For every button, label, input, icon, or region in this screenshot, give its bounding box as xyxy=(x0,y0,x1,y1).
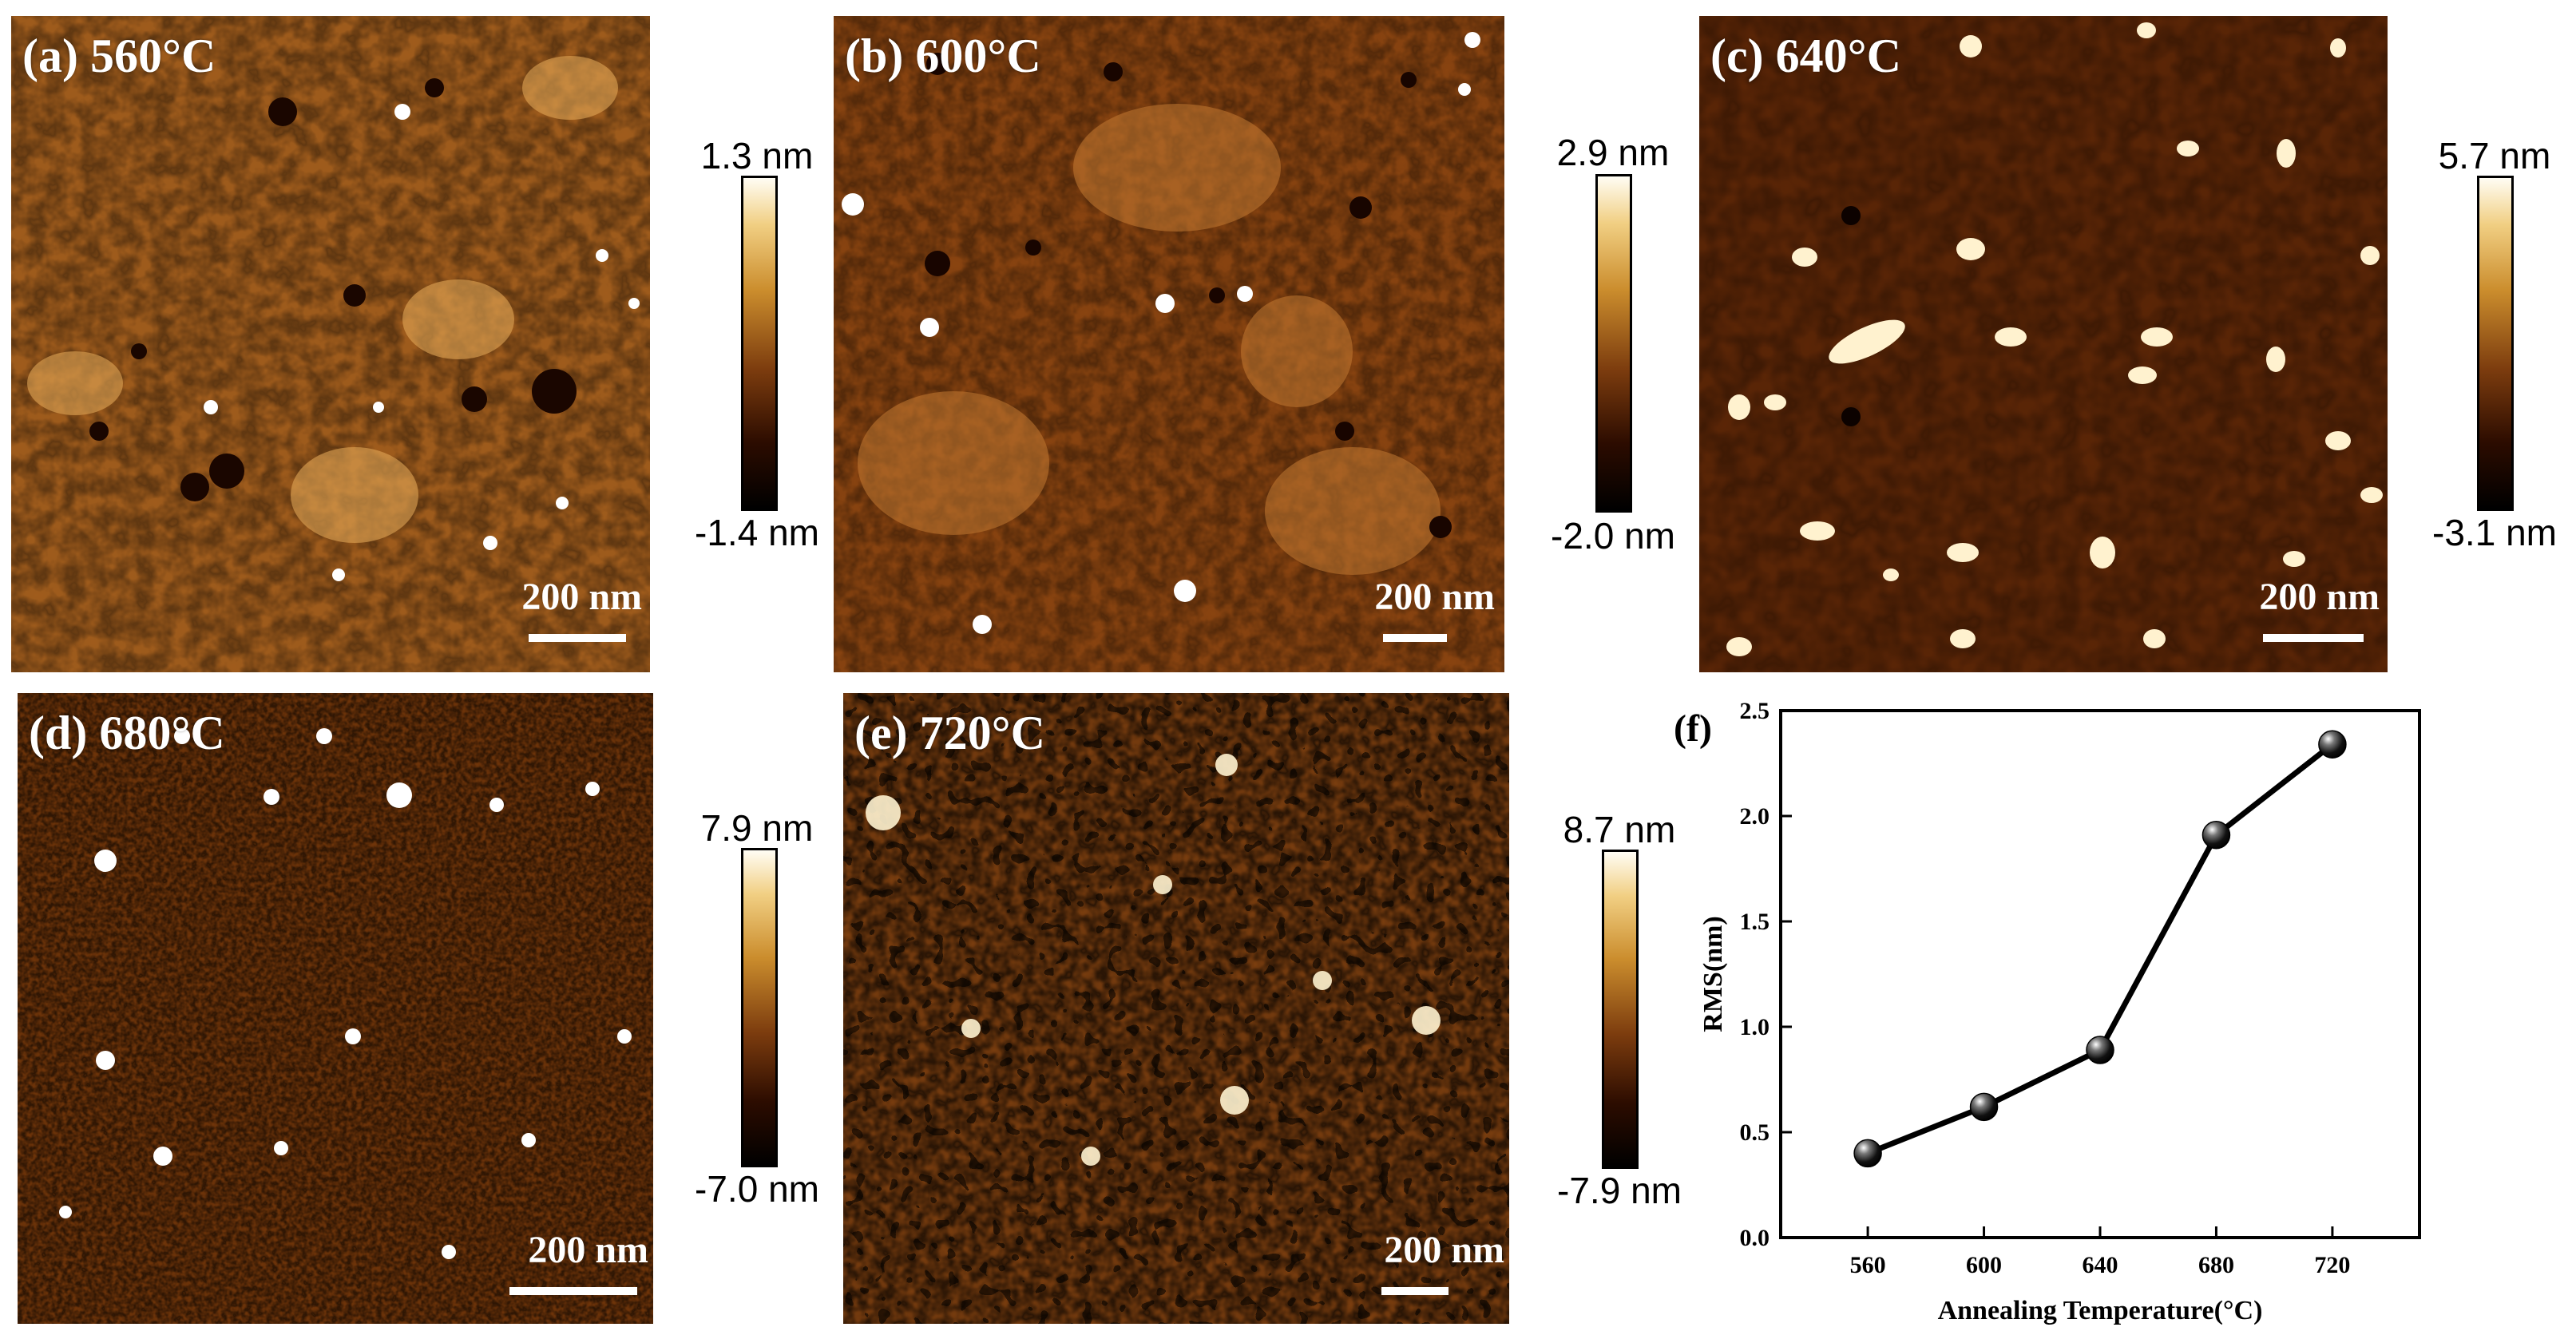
scalebar-e: 200 nm xyxy=(1319,1228,1504,1316)
scalebar-d: 200 nm xyxy=(465,1228,648,1316)
series-points xyxy=(1853,730,2347,1168)
y-tick-label: 2.5 xyxy=(1740,698,1770,724)
x-tick-label: 640 xyxy=(2083,1252,2118,1278)
scalebar-label-c: 200 nm xyxy=(2259,576,2380,618)
y-tick-label: 2.0 xyxy=(1740,803,1770,830)
afm-image-e xyxy=(843,693,1509,1324)
x-axis-title: Annealing Temperature(°C) xyxy=(1938,1296,2263,1325)
afm-image-a xyxy=(11,16,650,672)
panel-label-d: (d) 680°C xyxy=(29,707,225,759)
scalebar-c: 200 nm xyxy=(2194,575,2380,663)
colorbar-max-e: 8.7 nm xyxy=(1563,809,1676,850)
data-point xyxy=(1969,1092,1999,1122)
scalebar-label-d: 200 nm xyxy=(528,1229,648,1271)
panel-label-a: (a) 560°C xyxy=(22,30,216,82)
scalebar-line-b xyxy=(1383,634,1447,642)
scalebar-a: 200 nm xyxy=(458,575,642,663)
colorbar-min-c: -3.1 nm xyxy=(2432,512,2557,553)
y-axis-title: RMS(nm) xyxy=(1698,916,1728,1032)
scalebar-label-b: 200 nm xyxy=(1374,576,1495,618)
colorbar-max-d: 7.9 nm xyxy=(700,807,814,849)
x-tick-label: 560 xyxy=(1850,1252,1886,1278)
x-tick-label: 680 xyxy=(2198,1252,2234,1278)
colorbar-min-e: -7.9 nm xyxy=(1557,1170,1682,1211)
x-axis: 560 600 640 680 720 xyxy=(1850,1226,2350,1278)
afm-panel-d: (d) 680°C 200 nm xyxy=(18,693,653,1324)
x-tick-label: 720 xyxy=(2314,1252,2350,1278)
colorbar-max-a: 1.3 nm xyxy=(700,135,814,176)
y-tick-label: 1.0 xyxy=(1740,1014,1770,1040)
y-tick-label: 1.5 xyxy=(1740,909,1770,935)
colorbar-max-c: 5.7 nm xyxy=(2438,135,2551,176)
chart-panel-label: (f) xyxy=(1674,707,1712,750)
scalebar-line-d xyxy=(509,1287,637,1295)
afm-panel-a: (a) 560°C 200 nm xyxy=(11,16,650,672)
series-line xyxy=(1866,742,2335,1156)
afm-image-d xyxy=(18,693,653,1324)
colorbar-c xyxy=(2477,176,2514,511)
data-point xyxy=(2201,821,2231,850)
colorbar-a xyxy=(741,176,778,511)
x-tick-label: 600 xyxy=(1966,1252,2002,1278)
colorbar-max-b: 2.9 nm xyxy=(1556,132,1670,173)
colorbar-e xyxy=(1602,850,1639,1169)
colorbar-min-b: -2.0 nm xyxy=(1551,515,1675,557)
afm-panel-e: (e) 720°C 200 nm xyxy=(843,693,1509,1324)
data-point xyxy=(1853,1139,1882,1168)
afm-panel-c: (c) 640°C 200 nm xyxy=(1699,16,2388,672)
y-tick-label: 0.5 xyxy=(1740,1119,1770,1146)
data-point xyxy=(2318,730,2347,759)
data-point xyxy=(2086,1036,2114,1064)
colorbar-d xyxy=(741,848,778,1167)
rms-chart: (f) 0.0 0.5 1.0 1.5 2.0 2.5 560 600 640 680 720 R… xyxy=(1674,698,2421,1325)
scalebar-line-c xyxy=(2263,634,2364,642)
scalebar-b: 200 nm xyxy=(1305,575,1495,663)
panel-label-e: (e) 720°C xyxy=(854,707,1045,759)
scalebar-line-e xyxy=(1381,1287,1449,1295)
y-axis: 0.0 0.5 1.0 1.5 2.0 2.5 xyxy=(1740,698,1792,1251)
panel-label-c: (c) 640°C xyxy=(1710,30,1901,82)
afm-image-b xyxy=(834,16,1504,672)
scalebar-line-a xyxy=(529,634,626,642)
colorbar-min-d: -7.0 nm xyxy=(695,1168,819,1210)
colorbar-min-a: -1.4 nm xyxy=(695,512,819,553)
panel-label-b: (b) 600°C xyxy=(845,30,1041,82)
scalebar-label-e: 200 nm xyxy=(1384,1229,1504,1271)
colorbar-b xyxy=(1595,174,1632,513)
y-tick-label: 0.0 xyxy=(1740,1225,1770,1251)
scalebar-label-a: 200 nm xyxy=(521,576,642,618)
afm-image-c xyxy=(1699,16,2388,672)
afm-panel-b: (b) 600°C 200 nm xyxy=(834,16,1504,672)
